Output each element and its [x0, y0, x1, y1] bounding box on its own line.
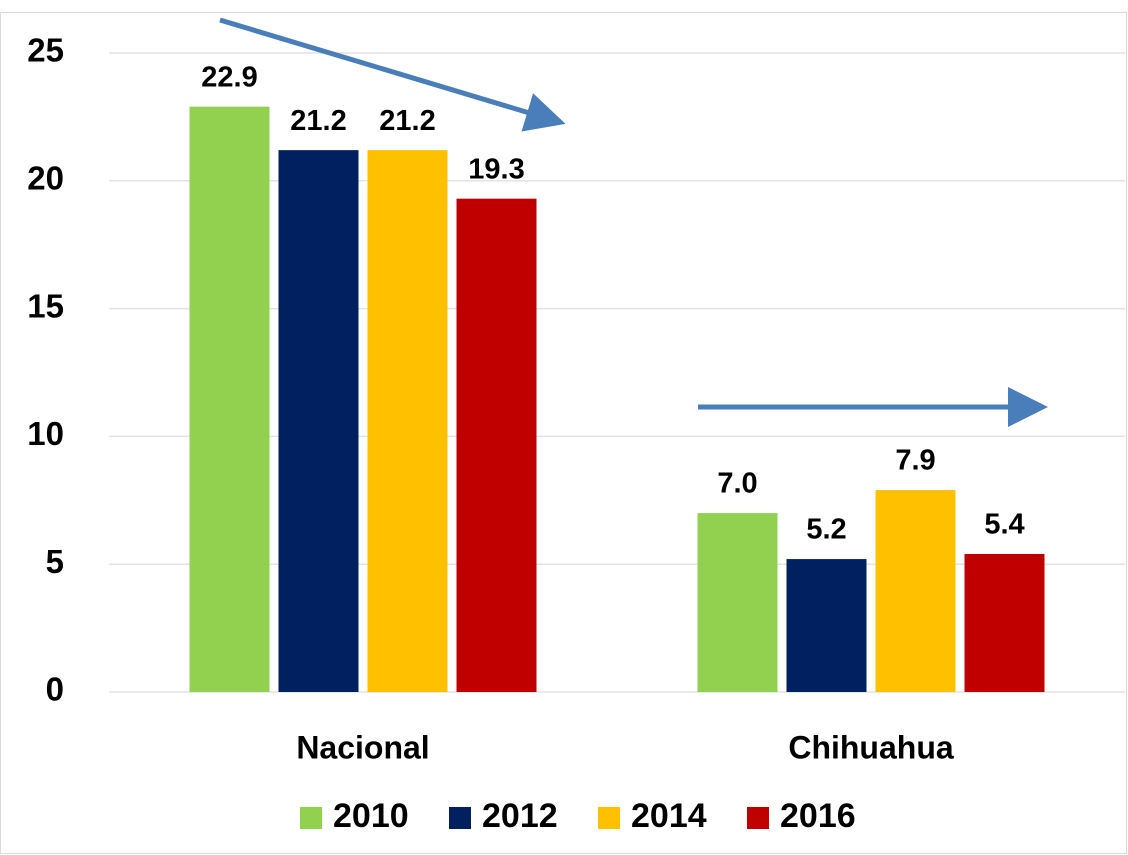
grid: 0 5 10 15 20 25	[27, 32, 1125, 708]
bar	[964, 553, 1045, 692]
y-tick-label: 10	[27, 415, 64, 452]
y-tick-label: 15	[27, 287, 64, 324]
value-label: 5.4	[984, 509, 1024, 541]
value-label: 21.2	[379, 105, 435, 137]
legend-label: 2012	[482, 797, 558, 835]
legend-swatch	[747, 807, 769, 829]
bar	[278, 150, 359, 693]
legend-swatch	[598, 807, 620, 829]
legend-swatch	[300, 807, 322, 829]
trend-arrow	[219, 17, 566, 132]
legend-label: 2014	[631, 797, 707, 835]
y-tick-label: 0	[46, 671, 64, 708]
bar	[456, 198, 537, 692]
bar	[189, 106, 270, 692]
bar	[697, 513, 778, 692]
bar	[367, 150, 448, 693]
chart-border	[0, 12, 1127, 854]
value-label: 7.9	[895, 445, 935, 477]
legend-swatch	[449, 807, 471, 829]
bar	[875, 490, 956, 692]
legend-label: 2010	[333, 797, 409, 835]
value-label: 7.0	[717, 468, 757, 500]
y-tick-label: 20	[27, 160, 64, 197]
y-tick-label: 5	[46, 543, 64, 580]
value-label: 21.2	[290, 105, 346, 137]
x-tick-label: Chihuahua	[788, 729, 954, 765]
y-tick-label: 25	[27, 32, 64, 69]
legend: 2010 2012 2014 2016	[300, 797, 856, 835]
legend-label: 2016	[780, 797, 856, 835]
value-label: 22.9	[201, 61, 257, 93]
value-label: 19.3	[468, 153, 524, 185]
value-label: 5.2	[806, 514, 846, 546]
x-tick-label: Nacional	[296, 729, 429, 765]
plot-area: Nacional 22.9 21.2 21.2 19.3 Chihuahua 7.0 5.2 7…	[189, 61, 1045, 765]
bar	[786, 559, 867, 692]
